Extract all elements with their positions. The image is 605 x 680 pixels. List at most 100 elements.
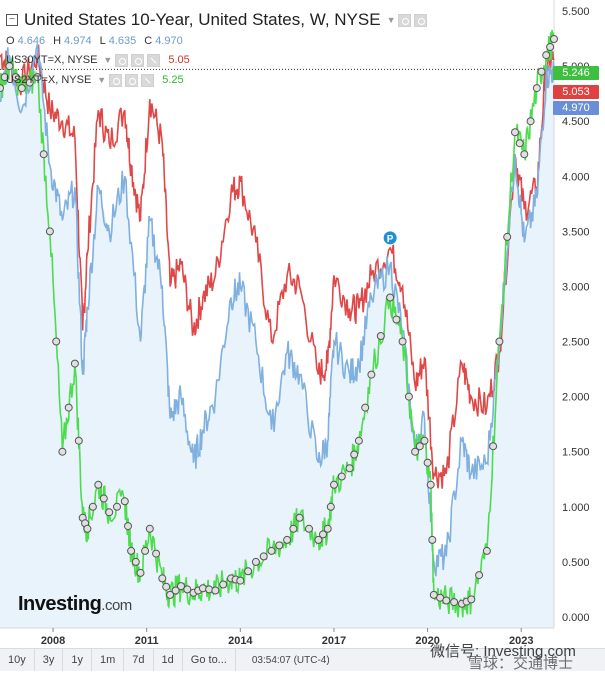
event-marker[interactable] <box>58 447 67 456</box>
event-marker[interactable] <box>251 557 260 566</box>
event-marker[interactable] <box>105 508 114 517</box>
event-marker[interactable] <box>345 464 354 473</box>
event-marker[interactable] <box>532 84 541 93</box>
event-marker[interactable] <box>166 590 175 599</box>
legend-series-us2y[interactable]: US2YT=X, NYSE ▼ 5.25 <box>6 70 427 90</box>
event-marker[interactable] <box>546 43 555 51</box>
event-marker[interactable] <box>171 586 180 595</box>
event-marker[interactable] <box>64 403 73 412</box>
event-marker[interactable] <box>52 337 61 346</box>
settings-icon[interactable] <box>125 73 139 87</box>
event-marker[interactable] <box>17 84 26 93</box>
event-marker[interactable] <box>428 535 437 544</box>
range-button-1d[interactable]: 1d <box>154 649 183 671</box>
event-marker[interactable] <box>423 458 432 467</box>
legend-series-us30y[interactable]: US30YT=X, NYSE ▼ 5.05 <box>6 50 427 70</box>
event-marker[interactable] <box>88 502 97 511</box>
event-marker[interactable] <box>162 582 171 591</box>
event-marker[interactable] <box>550 35 558 43</box>
event-marker[interactable] <box>442 596 451 605</box>
event-marker[interactable] <box>5 62 14 71</box>
event-marker[interactable] <box>392 315 401 324</box>
event-marker[interactable] <box>141 546 150 555</box>
event-marker[interactable] <box>337 472 346 481</box>
event-marker[interactable] <box>113 502 121 511</box>
event-marker[interactable] <box>426 480 435 489</box>
close-icon[interactable] <box>141 73 155 87</box>
event-marker[interactable] <box>244 567 253 576</box>
settings-icon[interactable] <box>414 13 428 27</box>
event-marker[interactable] <box>482 546 491 555</box>
event-marker[interactable] <box>511 128 519 137</box>
chevron-down-icon[interactable]: ▼ <box>97 75 107 85</box>
event-marker[interactable] <box>11 73 20 82</box>
event-marker[interactable] <box>386 293 395 302</box>
collapse-icon[interactable]: − <box>6 14 18 26</box>
range-button-3y[interactable]: 3y <box>35 649 64 671</box>
event-marker[interactable] <box>283 535 292 544</box>
event-marker[interactable] <box>25 78 34 87</box>
goto-button[interactable]: Go to... <box>183 649 236 671</box>
event-marker[interactable] <box>503 232 512 241</box>
event-marker[interactable] <box>542 51 551 60</box>
event-marker[interactable] <box>120 497 129 506</box>
event-marker[interactable] <box>219 580 228 589</box>
event-marker[interactable] <box>177 582 185 591</box>
event-marker[interactable] <box>323 524 332 533</box>
event-marker[interactable] <box>330 480 338 489</box>
event-marker[interactable] <box>94 480 103 489</box>
event-marker[interactable] <box>467 595 476 604</box>
event-marker[interactable] <box>158 574 167 583</box>
event-marker[interactable] <box>415 442 424 451</box>
event-marker[interactable] <box>495 337 504 346</box>
event-marker[interactable] <box>74 436 83 445</box>
event-marker[interactable] <box>361 403 370 412</box>
visibility-icon[interactable] <box>398 13 412 27</box>
event-marker[interactable] <box>520 150 529 159</box>
event-marker[interactable] <box>259 552 268 561</box>
p-marker-layer[interactable]: P <box>382 230 398 246</box>
event-marker[interactable] <box>205 585 214 594</box>
event-marker[interactable] <box>515 139 524 148</box>
event-marker[interactable] <box>275 541 284 550</box>
event-marker[interactable] <box>295 513 304 522</box>
event-marker[interactable] <box>305 524 313 533</box>
event-marker[interactable] <box>319 530 327 539</box>
event-marker[interactable] <box>411 447 420 456</box>
event-marker[interactable] <box>537 67 546 76</box>
event-marker[interactable] <box>326 502 335 511</box>
range-button-1y[interactable]: 1y <box>63 649 92 671</box>
event-marker[interactable] <box>70 359 79 368</box>
close-icon[interactable] <box>147 53 161 67</box>
event-marker[interactable] <box>136 568 145 577</box>
event-marker[interactable] <box>211 586 220 595</box>
event-marker[interactable] <box>145 524 154 533</box>
event-marker[interactable] <box>314 535 323 544</box>
event-marker[interactable] <box>526 117 535 126</box>
event-marker[interactable] <box>398 337 407 346</box>
event-marker[interactable] <box>45 227 54 236</box>
visibility-icon[interactable] <box>109 73 123 87</box>
event-marker[interactable] <box>350 450 359 459</box>
event-marker[interactable] <box>236 576 245 585</box>
event-marker[interactable] <box>354 436 363 445</box>
event-marker[interactable] <box>39 150 48 159</box>
event-marker[interactable] <box>475 571 484 580</box>
event-marker[interactable] <box>127 546 136 555</box>
event-marker[interactable] <box>0 84 4 93</box>
range-button-7d[interactable]: 7d <box>124 649 154 671</box>
event-marker[interactable] <box>289 524 298 533</box>
event-marker[interactable] <box>404 392 413 401</box>
event-marker[interactable] <box>420 436 429 445</box>
p-marker-badge[interactable] <box>382 230 398 246</box>
event-marker[interactable] <box>124 522 132 531</box>
event-marker[interactable] <box>131 557 140 566</box>
event-marker[interactable] <box>367 370 376 379</box>
settings-icon[interactable] <box>131 53 145 67</box>
event-marker[interactable] <box>83 524 92 533</box>
event-marker[interactable] <box>0 73 9 82</box>
event-marker[interactable] <box>267 546 276 555</box>
event-marker[interactable] <box>376 332 385 340</box>
event-marker[interactable] <box>183 585 192 594</box>
